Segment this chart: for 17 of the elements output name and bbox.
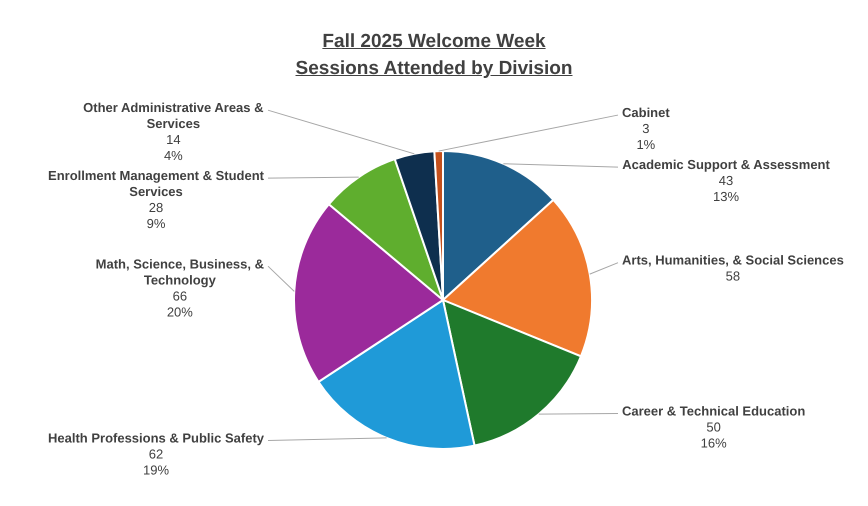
slice-label: Cabinet [622, 105, 670, 120]
slice-label: Health Professions & Public Safety [48, 430, 265, 446]
data-label: 66 20% [166, 288, 194, 320]
slice-label: Academic Support & Assessment [622, 157, 830, 172]
data-label: 28 9% [146, 200, 166, 232]
slice-label: Enrollment Management & Student Services [48, 168, 265, 200]
slice-label: Other Administrative Areas & Services [83, 100, 264, 132]
data-label: 50 16% [700, 420, 728, 451]
data-label: 62 19% [142, 446, 170, 478]
data-label: 3 1% [636, 121, 656, 152]
data-label: 58 [726, 268, 740, 284]
slice-label: Career & Technical Education [622, 404, 806, 419]
data-label: 14 4% [164, 132, 184, 164]
chart-title: Fall 2025 Welcome Week Sessions Attended by Division [294, 30, 574, 81]
slice-label: Arts, Humanities, & Social Sciences [622, 252, 844, 268]
data-label: 43 13% [713, 173, 740, 204]
slice-label: Math, Science, Business, & Technology [96, 256, 264, 288]
